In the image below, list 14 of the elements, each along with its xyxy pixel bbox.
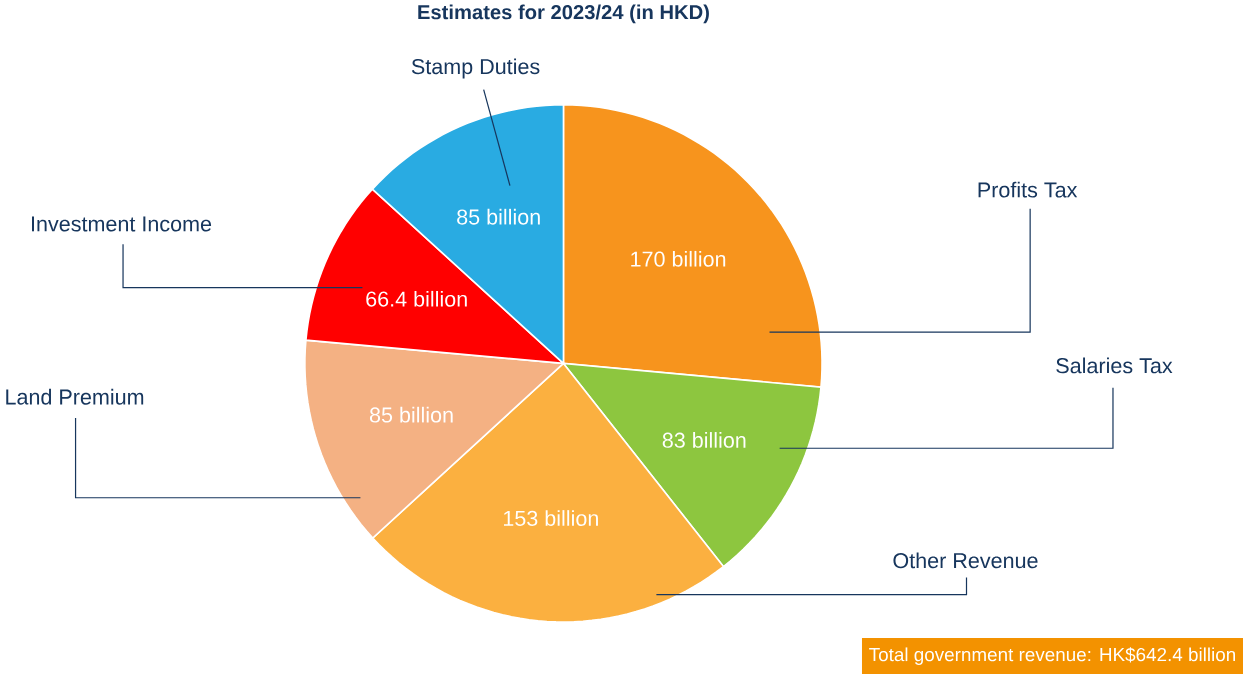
data-label: 170 billion <box>631 250 726 267</box>
slice-label: Land Premium <box>6 388 144 405</box>
slice-label: Profits Tax <box>978 181 1078 198</box>
data-label: 85 billion <box>369 406 453 423</box>
data-label: 83 billion <box>662 431 746 448</box>
text: Total government revenue: HK$642.4 billion <box>869 647 1235 665</box>
slice-label: Salaries Tax <box>1056 357 1173 374</box>
data-label: 153 billion <box>504 510 598 526</box>
chart-title: Estimates for 2023/24 (in HKD) <box>418 4 709 24</box>
slice-label: Other Revenue <box>893 552 1038 569</box>
data-label: 66.4 billion <box>366 290 467 307</box>
slice-label: Stamp Duties <box>411 58 540 79</box>
slice-label: Investment Income <box>31 216 212 232</box>
data-label: 85 billion <box>457 208 540 225</box>
